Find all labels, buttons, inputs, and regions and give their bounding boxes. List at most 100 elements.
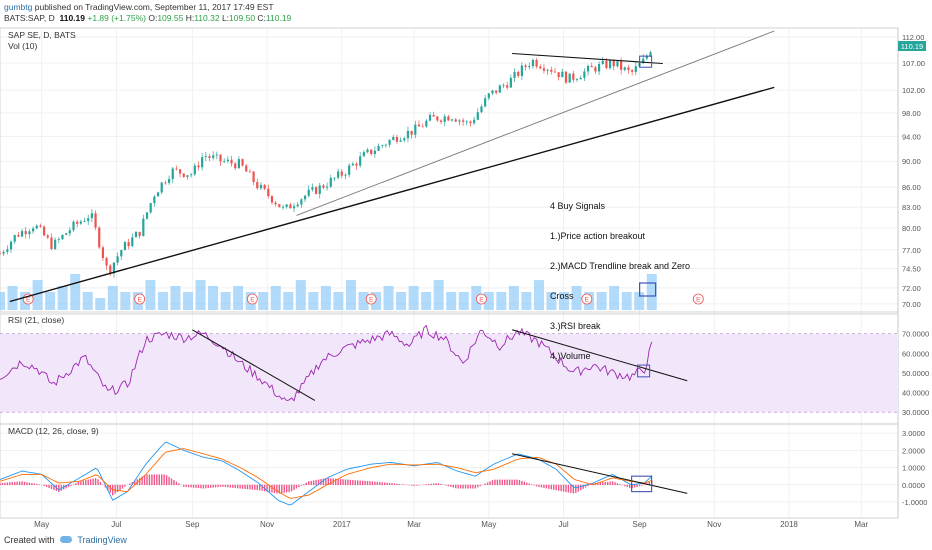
candle-body xyxy=(6,249,9,252)
earnings-marker-label: E xyxy=(585,297,590,304)
macd-hist-bar xyxy=(513,479,516,486)
volume-bar xyxy=(446,292,457,310)
annotation-line: 2.)MACD Trendline break and Zero xyxy=(550,261,691,271)
macd-breakout-box xyxy=(631,475,653,493)
candle-body xyxy=(337,171,340,178)
published-text: published on TradingView.com, September … xyxy=(34,2,274,12)
candle-body xyxy=(13,235,16,242)
volume-bar xyxy=(408,286,419,310)
macd-hist-bar xyxy=(36,483,38,486)
candle-body xyxy=(395,136,399,142)
x-tick-label: Sep xyxy=(632,520,647,529)
macd-hist-bar xyxy=(77,481,80,486)
macd-hist-bar xyxy=(303,484,305,486)
macd-hist-bar xyxy=(141,476,143,486)
candle-body xyxy=(480,106,483,113)
macd-hist-bar xyxy=(227,484,229,488)
macd-hist-bar xyxy=(330,478,332,486)
macd-hist-bar xyxy=(102,484,104,486)
macd-hist-bar xyxy=(567,484,570,493)
macd-hist-bar xyxy=(327,477,330,486)
macd-hist-bar xyxy=(533,484,535,486)
low-label: L: xyxy=(221,13,230,23)
macd-hist-bar xyxy=(455,484,457,489)
macd-hist-bar xyxy=(217,484,219,488)
macd-hist-bar xyxy=(288,484,290,493)
candle-body xyxy=(553,71,557,73)
candle-body xyxy=(443,116,446,122)
macd-hist-bar xyxy=(305,482,307,486)
candle-body xyxy=(326,186,329,188)
candle-body xyxy=(564,71,568,83)
price-trendline xyxy=(9,86,775,303)
candle-body xyxy=(469,121,472,124)
macd-hist-bar xyxy=(432,483,435,486)
candle-body xyxy=(458,120,461,122)
rsi-tick-label: 70.0000 xyxy=(902,330,929,339)
volume-bar xyxy=(70,274,81,310)
signal-line xyxy=(0,448,652,499)
candle-body xyxy=(134,231,138,238)
volume-bar xyxy=(208,286,219,310)
macd-hist-bar xyxy=(550,484,552,490)
macd-hist-bar xyxy=(178,483,180,486)
price-tick-label: 94.00 xyxy=(902,133,921,142)
volume-bar xyxy=(32,280,43,310)
macd-hist-bar xyxy=(72,484,75,486)
macd-hist-bar xyxy=(143,475,146,486)
candle-body xyxy=(454,119,457,122)
price-tick-label: 102.00 xyxy=(902,86,925,95)
macd-hist-bar xyxy=(14,481,16,486)
macd-hist-bar xyxy=(16,481,18,486)
macd-hist-bar xyxy=(82,480,85,486)
candle-body xyxy=(160,182,163,193)
macd-hist-bar xyxy=(371,481,374,486)
candle-body xyxy=(362,152,365,157)
macd-hist-bar xyxy=(374,481,376,486)
macd-hist-bar xyxy=(21,481,23,486)
candle-body xyxy=(178,169,182,174)
macd-hist-bar xyxy=(597,482,599,486)
macd-hist-bar xyxy=(232,484,234,488)
open-value: 109.55 xyxy=(157,13,184,23)
volume-breakout-box xyxy=(639,282,657,297)
macd-hist-bar xyxy=(268,484,271,493)
tradingview-link[interactable]: TradingView xyxy=(77,535,127,545)
macd-hist-bar xyxy=(582,484,584,489)
candle-body xyxy=(292,206,296,209)
candle-body xyxy=(473,119,476,124)
macd-hist-bar xyxy=(577,484,579,492)
macd-hist-bar xyxy=(506,479,508,486)
volume-bar xyxy=(157,292,168,310)
macd-hist-bar xyxy=(381,482,383,486)
candle-body xyxy=(43,226,46,236)
macd-hist-bar xyxy=(325,478,327,486)
candle-body xyxy=(274,202,277,205)
pane-frames xyxy=(0,27,899,519)
macd-hist-bar xyxy=(278,484,281,494)
macd-hist-bar xyxy=(629,484,631,489)
macd-hist-bar xyxy=(45,484,48,488)
macd-hist-bar xyxy=(210,484,212,488)
candle-body xyxy=(373,150,376,154)
candle-body xyxy=(597,64,601,72)
author-link[interactable]: gumbtg xyxy=(4,2,33,12)
candle-body xyxy=(307,189,310,196)
macd-hist-bar xyxy=(6,482,9,486)
volume-bar xyxy=(270,286,281,310)
macd-hist-bar xyxy=(312,480,315,486)
candle-body xyxy=(506,85,509,88)
price-tick-label: 86.00 xyxy=(902,183,921,192)
x-tick-label: May xyxy=(34,520,49,529)
candle-body xyxy=(487,93,490,99)
candle-body xyxy=(348,165,351,175)
macd-hist-bar xyxy=(192,484,195,488)
macd-hist-bar xyxy=(23,481,26,486)
macd-hist-bar xyxy=(48,484,50,489)
earnings-marker xyxy=(365,293,377,305)
macd-hist-bar xyxy=(251,484,254,490)
x-tick-label: Jul xyxy=(558,520,568,529)
macd-hist-bar xyxy=(342,479,344,486)
macd-hist-bar xyxy=(521,480,523,486)
